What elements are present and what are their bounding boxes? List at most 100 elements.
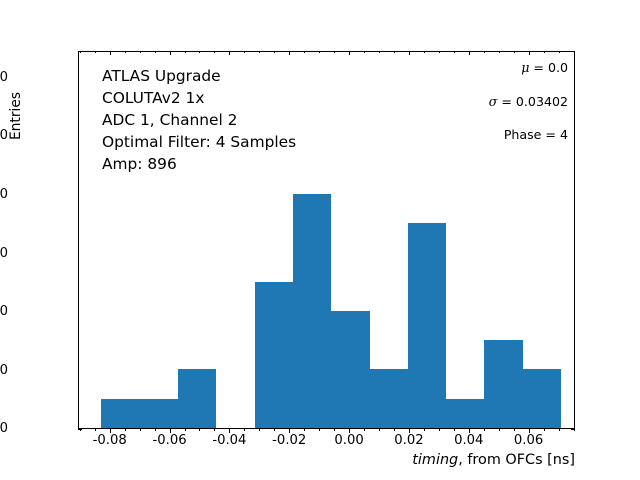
x-axis-tick-label: -0.04 xyxy=(212,433,247,448)
x-axis-minor-tick xyxy=(139,51,141,54)
x-axis-tick-mark xyxy=(349,51,351,56)
x-axis-minor-tick xyxy=(214,429,216,432)
x-axis-minor-tick xyxy=(184,51,186,54)
x-axis-tick-label: 0.04 xyxy=(454,433,484,448)
x-axis-minor-tick xyxy=(274,51,276,54)
x-axis-minor-tick xyxy=(558,429,560,432)
x-axis-minor-tick xyxy=(543,429,545,432)
histogram-bar xyxy=(292,193,332,428)
x-axis-minor-tick xyxy=(319,429,321,432)
x-axis-minor-tick xyxy=(379,429,380,432)
x-axis-minor-tick xyxy=(199,429,201,432)
x-axis-title-italic-part: timing xyxy=(412,452,459,468)
x-axis-minor-tick xyxy=(274,429,276,432)
x-axis-tick-label: -0.08 xyxy=(92,433,127,448)
histogram-bar xyxy=(101,398,140,428)
x-axis-tick-mark xyxy=(109,51,111,56)
histogram-bar xyxy=(369,369,408,428)
y-axis-tick-label: 2.00 xyxy=(0,362,8,378)
x-axis-minor-tick xyxy=(124,429,126,432)
histogram-bar xyxy=(331,310,370,428)
x-axis-tick-mark xyxy=(349,429,351,434)
x-axis-minor-tick xyxy=(244,429,246,432)
x-axis-minor-tick xyxy=(79,51,81,54)
x-axis-tick-mark xyxy=(528,51,530,56)
x-axis-tick-mark xyxy=(229,51,231,56)
x-axis-minor-tick xyxy=(483,429,485,432)
histogram-bar xyxy=(254,281,293,428)
histogram-bars xyxy=(79,52,574,428)
x-axis-minor-tick xyxy=(259,429,261,432)
stat-symbol: σ xyxy=(488,93,502,109)
x-axis-minor-tick xyxy=(453,51,455,54)
x-axis-minor-tick xyxy=(453,429,455,432)
x-axis-minor-tick xyxy=(334,51,336,54)
y-axis-tick-label: 6.00 xyxy=(0,245,8,261)
stat-value: Phase = 4 xyxy=(503,127,568,143)
y-axis-tick-label: 12.00 xyxy=(0,69,8,85)
x-axis-minor-tick xyxy=(214,51,216,54)
x-axis-tick-mark xyxy=(528,429,530,434)
x-axis-title: timing, from OFCs [ns] xyxy=(412,452,575,468)
plot-area xyxy=(78,51,575,429)
y-axis-tick-label: 10.00 xyxy=(0,128,8,144)
x-axis-minor-tick xyxy=(393,51,395,54)
x-axis-minor-tick xyxy=(154,429,156,432)
x-axis-minor-tick xyxy=(393,429,395,432)
x-axis-minor-tick xyxy=(513,51,515,54)
x-axis-minor-tick xyxy=(498,429,500,432)
stat-symbol: μ xyxy=(521,60,534,75)
annotation-stat-line: σ = 0.03402 xyxy=(488,93,568,109)
x-axis-tick-mark xyxy=(468,429,470,434)
x-axis-minor-tick xyxy=(94,429,96,432)
y-axis-title: Entries xyxy=(8,91,25,141)
x-axis-minor-tick xyxy=(244,51,246,54)
annotation-line: ADC 1, Channel 2 xyxy=(102,110,238,129)
x-axis-minor-tick xyxy=(543,51,545,54)
x-axis-tick-mark xyxy=(289,429,291,434)
x-axis-minor-tick xyxy=(483,51,485,54)
x-axis-tick-mark xyxy=(289,51,291,56)
x-axis-minor-tick xyxy=(423,429,425,432)
annotation-stat-line: Phase = 4 xyxy=(489,127,568,143)
x-axis-minor-tick xyxy=(334,429,336,432)
histogram-bar xyxy=(178,369,217,428)
x-axis-minor-tick xyxy=(438,429,440,432)
x-axis-tick-label: 0.00 xyxy=(334,433,364,448)
annotation-config-block: ATLAS Upgrade COLUTAv2 1x ADC 1, Channel 2… xyxy=(102,66,296,175)
x-axis-minor-tick xyxy=(423,51,425,54)
annotation-line: Amp: 896 xyxy=(102,154,177,173)
x-axis-minor-tick xyxy=(438,51,440,54)
x-axis-minor-tick xyxy=(154,51,156,54)
x-axis-title-rest: , from OFCs [ns] xyxy=(458,452,575,468)
y-axis-tick-label: 4.00 xyxy=(0,304,8,320)
x-axis-tick-mark xyxy=(408,429,411,434)
annotation-line: Optimal Filter: 4 Samples xyxy=(102,132,297,151)
x-axis-tick-mark xyxy=(468,51,470,56)
x-axis-minor-tick xyxy=(124,51,126,54)
x-axis-minor-tick xyxy=(364,51,366,54)
x-axis-minor-tick xyxy=(139,429,141,432)
x-axis-minor-tick xyxy=(379,51,380,54)
x-axis-minor-tick xyxy=(573,429,575,432)
x-axis-minor-tick xyxy=(513,429,515,432)
stat-value: = 0.03402 xyxy=(501,93,568,109)
x-axis-minor-tick xyxy=(259,51,261,54)
x-axis-minor-tick xyxy=(94,51,96,54)
x-axis-tick-mark xyxy=(109,429,111,434)
x-axis-tick-mark xyxy=(229,429,231,434)
x-axis-tick-mark xyxy=(408,51,411,56)
x-axis-tick-label: -0.06 xyxy=(152,433,187,448)
y-axis-tick-label: 8.00 xyxy=(0,186,8,202)
x-axis-tick-mark xyxy=(169,429,171,434)
x-axis-minor-tick xyxy=(79,429,81,432)
annotation-stat-line: μ = 0.0 xyxy=(489,60,568,75)
annotation-line: ATLAS Upgrade xyxy=(102,67,221,85)
x-axis-minor-tick xyxy=(304,51,306,54)
x-axis-tick-label: -0.02 xyxy=(272,433,307,448)
histogram-bar xyxy=(522,369,562,428)
x-axis-minor-tick xyxy=(304,429,306,432)
histogram-bar xyxy=(407,222,447,428)
annotation-stats-block: μ = 0.0 σ = 0.03402 Phase = 4 xyxy=(488,60,568,163)
x-axis-tick-mark xyxy=(169,51,171,56)
